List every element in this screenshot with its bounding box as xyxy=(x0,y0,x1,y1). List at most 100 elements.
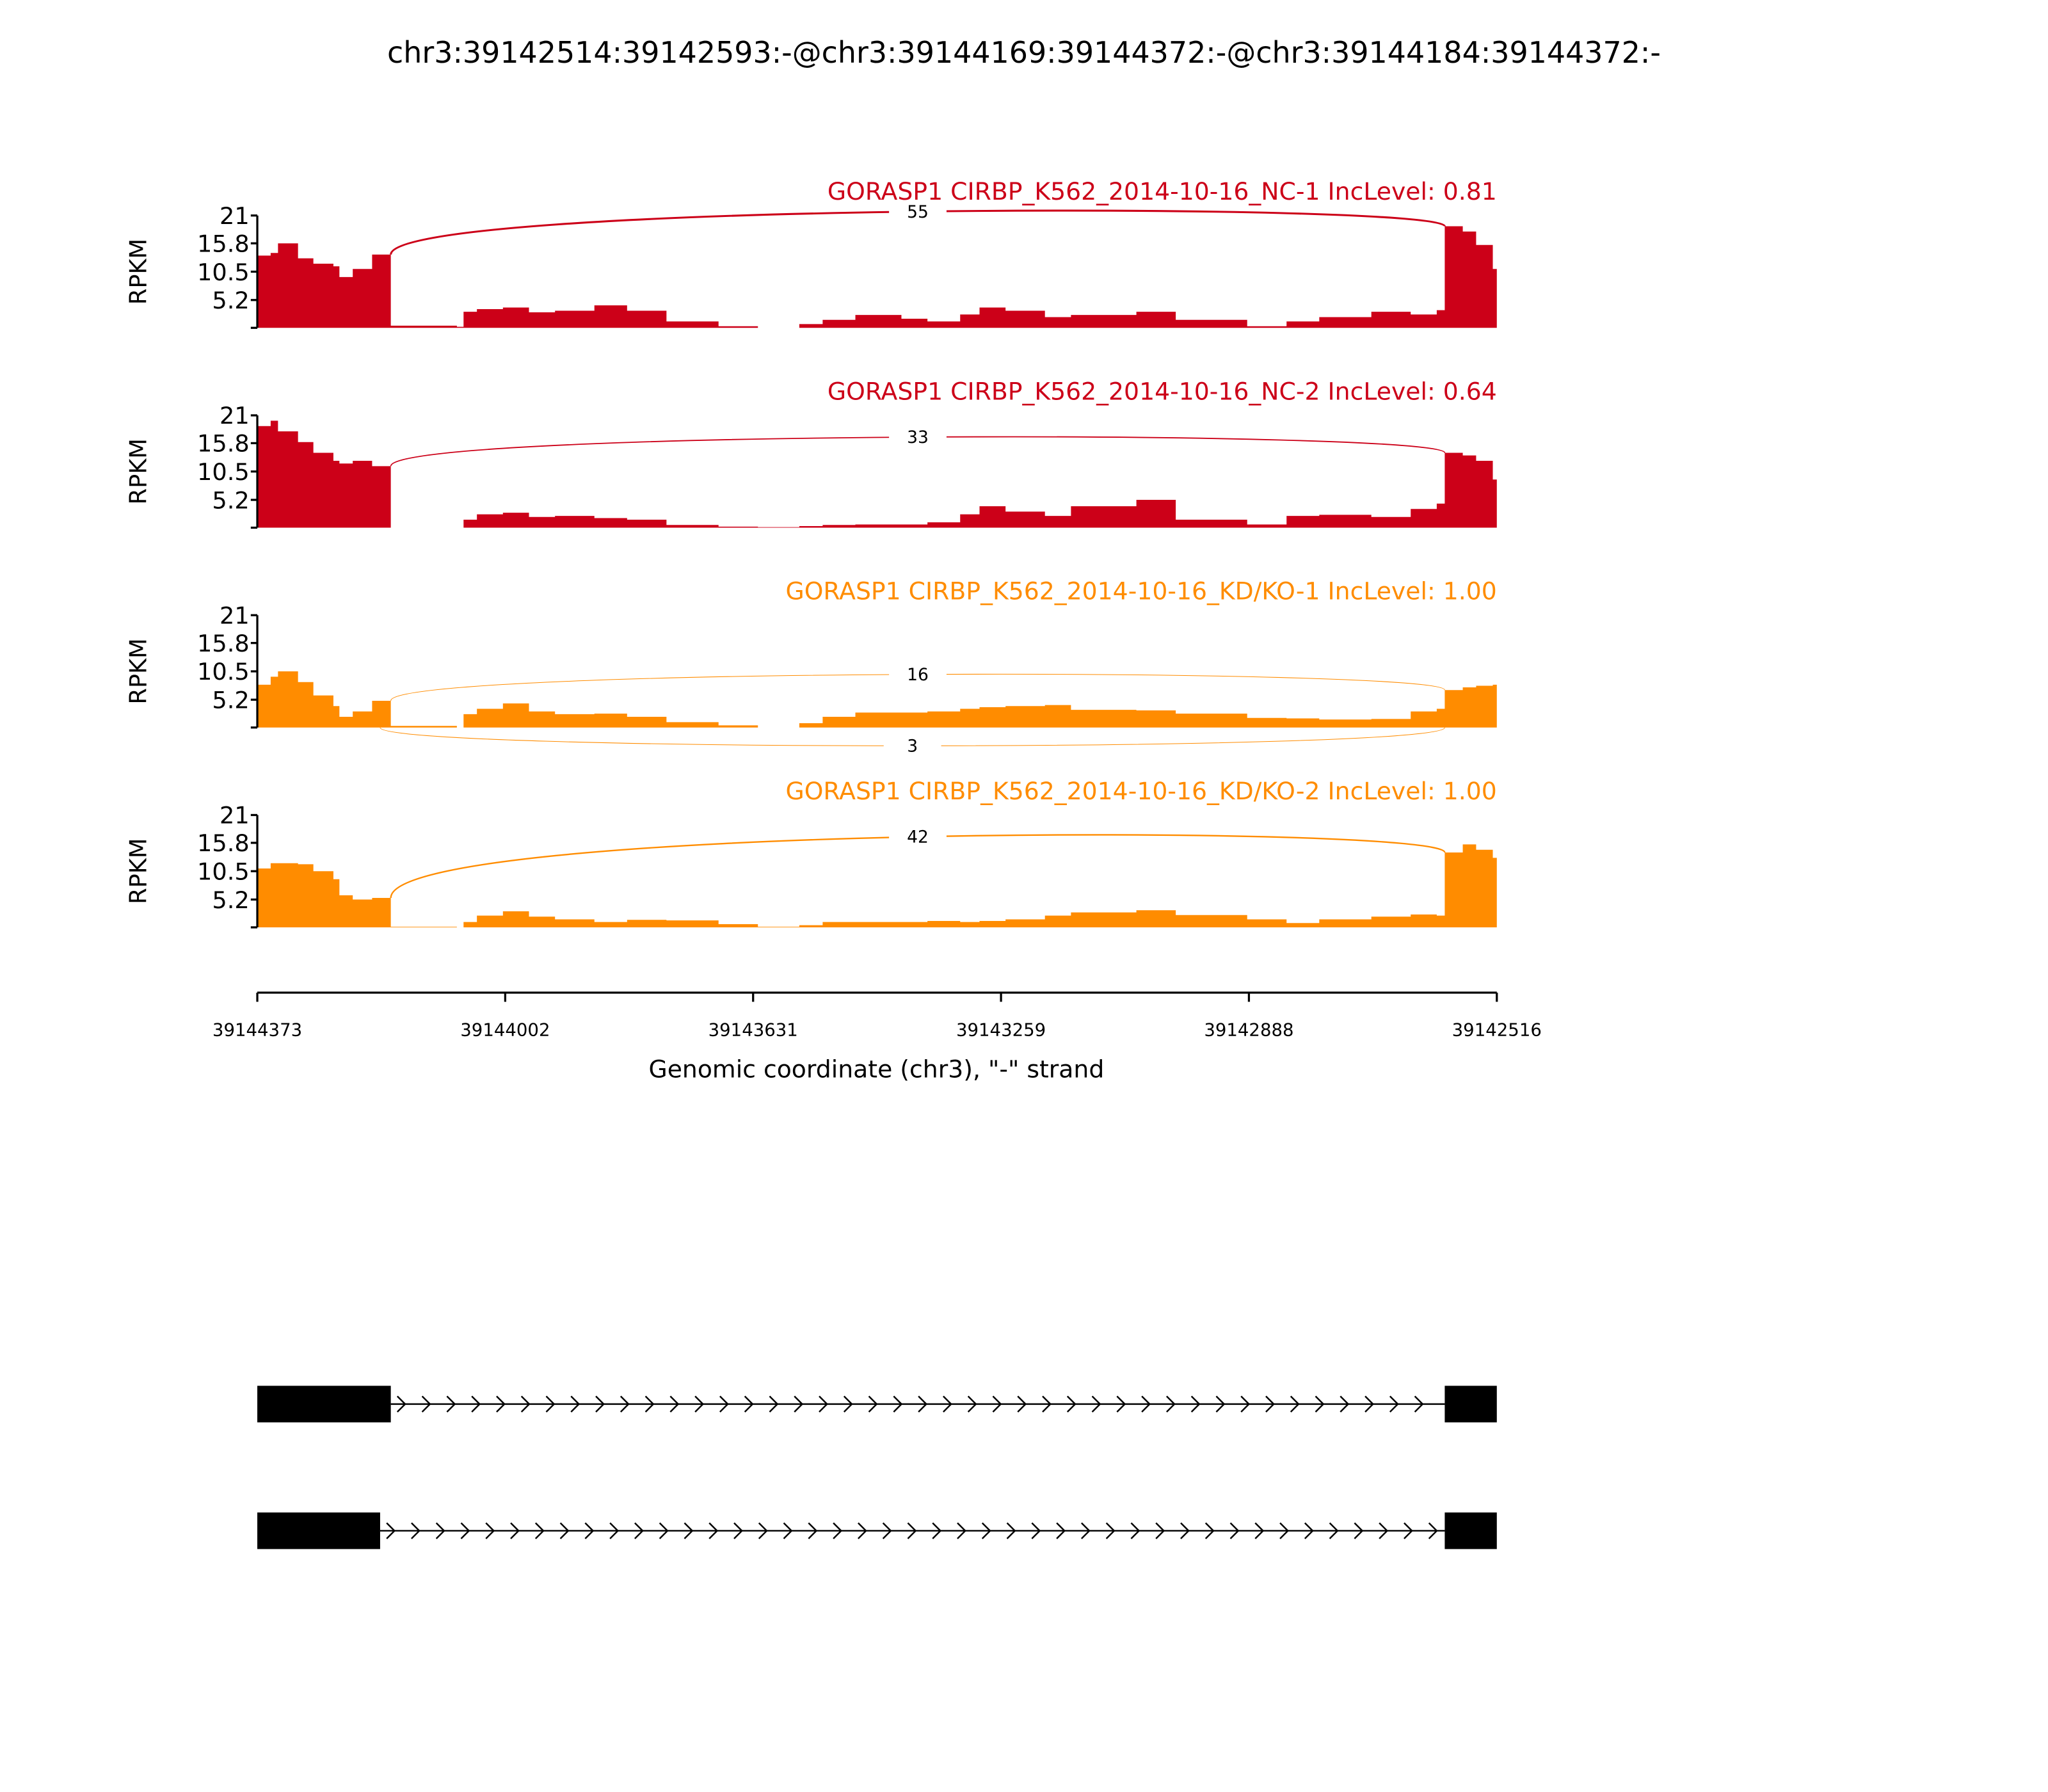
y-tick-label: 21 xyxy=(220,802,250,829)
strand-arrow-icon xyxy=(868,1395,878,1412)
exon-block xyxy=(257,1386,391,1423)
y-tick-label: 10.5 xyxy=(197,458,250,486)
y-tick-label: 5.2 xyxy=(212,287,249,314)
y-tick-label: 15.8 xyxy=(197,230,250,257)
strand-arrow-icon xyxy=(584,1522,595,1539)
strand-arrow-icon xyxy=(733,1522,743,1539)
y-axis-label: RPKM xyxy=(125,239,152,305)
exon-block xyxy=(1444,1386,1497,1423)
y-tick-label: 10.5 xyxy=(197,658,250,685)
strand-arrow-icon xyxy=(460,1522,470,1539)
exon-block xyxy=(257,1512,380,1549)
strand-arrow-icon xyxy=(1240,1395,1251,1412)
strand-arrow-icon xyxy=(967,1395,977,1412)
coverage-area xyxy=(257,671,1497,728)
strand-arrow-icon xyxy=(1017,1395,1027,1412)
panel-title: GORASP1 CIRBP_K562_2014-10-16_KD/KO-2 In… xyxy=(785,777,1496,805)
coverage-panel-4: 5.210.515.821 RPKM GORASP1 CIRBP_K562_2014… xyxy=(125,777,1497,929)
strand-arrow-icon xyxy=(421,1395,431,1412)
strand-arrow-icon xyxy=(659,1522,669,1539)
strand-arrow-icon xyxy=(1414,1395,1424,1412)
strand-arrow-icon xyxy=(446,1395,456,1412)
strand-arrow-icon xyxy=(1130,1522,1140,1539)
strand-arrow-icon xyxy=(570,1395,580,1412)
strand-arrow-icon xyxy=(783,1522,793,1539)
strand-arrow-icon xyxy=(1180,1522,1190,1539)
coverage-panel-3: 5.210.515.821 RPKM GORASP1 CIRBP_K562_2014… xyxy=(125,577,1497,756)
strand-arrow-icon xyxy=(609,1522,620,1539)
strand-arrow-icon xyxy=(1229,1522,1240,1539)
junction-label-bg xyxy=(889,826,947,847)
junction-label-bg xyxy=(889,201,947,222)
x-tick-label: 39142516 xyxy=(1452,1020,1542,1040)
x-axis: 39144373 39144002 39143631 39143259 39142888… xyxy=(212,991,1542,1040)
strand-arrow-icon xyxy=(669,1395,680,1412)
strand-arrow-icon xyxy=(545,1395,556,1412)
panel-title: GORASP1 CIRBP_K562_2014-10-16_KD/KO-1 In… xyxy=(785,577,1496,605)
strand-arrow-icon xyxy=(1080,1522,1091,1539)
strand-arrow-icon xyxy=(1354,1522,1364,1539)
strand-arrow-icon xyxy=(1056,1522,1066,1539)
x-tick-label: 39143631 xyxy=(708,1020,798,1040)
strand-arrow-icon xyxy=(386,1522,396,1539)
strand-arrow-icon xyxy=(411,1522,420,1539)
x-axis-label: Genomic coordinate (chr3), "-" strand xyxy=(648,1055,1104,1084)
strand-arrow-icon xyxy=(1404,1522,1413,1539)
strand-arrow-icon xyxy=(1379,1522,1389,1539)
junction-count-label: 42 xyxy=(907,828,929,847)
strand-arrow-icon xyxy=(758,1522,768,1539)
strand-arrow-icon xyxy=(534,1522,545,1539)
x-tick-label: 39143259 xyxy=(956,1020,1046,1040)
strand-arrow-icon xyxy=(595,1395,605,1412)
strand-arrow-icon xyxy=(858,1522,867,1539)
y-tick-label: 15.8 xyxy=(197,630,250,657)
y-axis-label: RPKM xyxy=(125,638,152,704)
strand-arrow-icon xyxy=(943,1395,952,1412)
strand-arrow-icon xyxy=(435,1522,445,1539)
strand-arrow-icon xyxy=(808,1522,818,1539)
junction-label-bg xyxy=(889,664,947,685)
strand-arrow-icon xyxy=(1315,1395,1325,1412)
x-tick-label: 39144373 xyxy=(212,1020,302,1040)
strand-arrow-icon xyxy=(471,1395,481,1412)
gene-model-track xyxy=(257,1386,1497,1549)
strand-arrow-icon xyxy=(833,1522,843,1539)
strand-arrow-icon xyxy=(1204,1522,1215,1539)
strand-arrow-icon xyxy=(819,1395,828,1412)
strand-arrow-icon xyxy=(1340,1395,1350,1412)
y-tick-label: 21 xyxy=(220,202,250,230)
junction-count-label: 33 xyxy=(907,428,929,447)
strand-arrow-icon xyxy=(1279,1522,1290,1539)
strand-arrow-icon xyxy=(918,1395,928,1412)
strand-arrow-icon xyxy=(1329,1522,1339,1539)
x-tick-label: 39144002 xyxy=(460,1020,550,1040)
strand-arrow-icon xyxy=(1215,1395,1226,1412)
strand-arrow-icon xyxy=(1066,1395,1076,1412)
strand-arrow-icon xyxy=(396,1395,406,1412)
panel-title: GORASP1 CIRBP_K562_2014-10-16_NC-2 IncLe… xyxy=(828,377,1497,405)
strand-arrow-icon xyxy=(1155,1522,1165,1539)
strand-arrow-icon xyxy=(769,1395,779,1412)
strand-arrow-icon xyxy=(1364,1395,1375,1412)
strand-arrow-icon xyxy=(1091,1395,1101,1412)
exon-block xyxy=(1444,1512,1497,1549)
strand-arrow-icon xyxy=(719,1395,729,1412)
y-tick-label: 21 xyxy=(220,602,250,629)
y-tick-label: 15.8 xyxy=(197,430,250,458)
strand-arrow-icon xyxy=(1141,1395,1151,1412)
junction-count-label: 16 xyxy=(907,665,929,685)
coverage-panel-2: 5.210.515.821 RPKM GORASP1 CIRBP_K562_2014… xyxy=(125,377,1497,529)
isoform-2 xyxy=(257,1512,1497,1549)
strand-arrow-icon xyxy=(485,1522,495,1539)
strand-arrow-icon xyxy=(1290,1395,1300,1412)
chart-title: chr3:39142514:39142593:-@chr3:39144169:3… xyxy=(387,35,1661,70)
y-tick-label: 21 xyxy=(220,402,250,429)
y-tick-label: 10.5 xyxy=(197,259,250,286)
strand-arrow-icon xyxy=(794,1395,804,1412)
y-tick-label: 15.8 xyxy=(197,829,250,857)
strand-arrow-icon xyxy=(907,1522,917,1539)
strand-arrow-icon xyxy=(1116,1395,1126,1412)
strand-arrow-icon xyxy=(1428,1522,1438,1539)
strand-arrow-icon xyxy=(520,1395,531,1412)
